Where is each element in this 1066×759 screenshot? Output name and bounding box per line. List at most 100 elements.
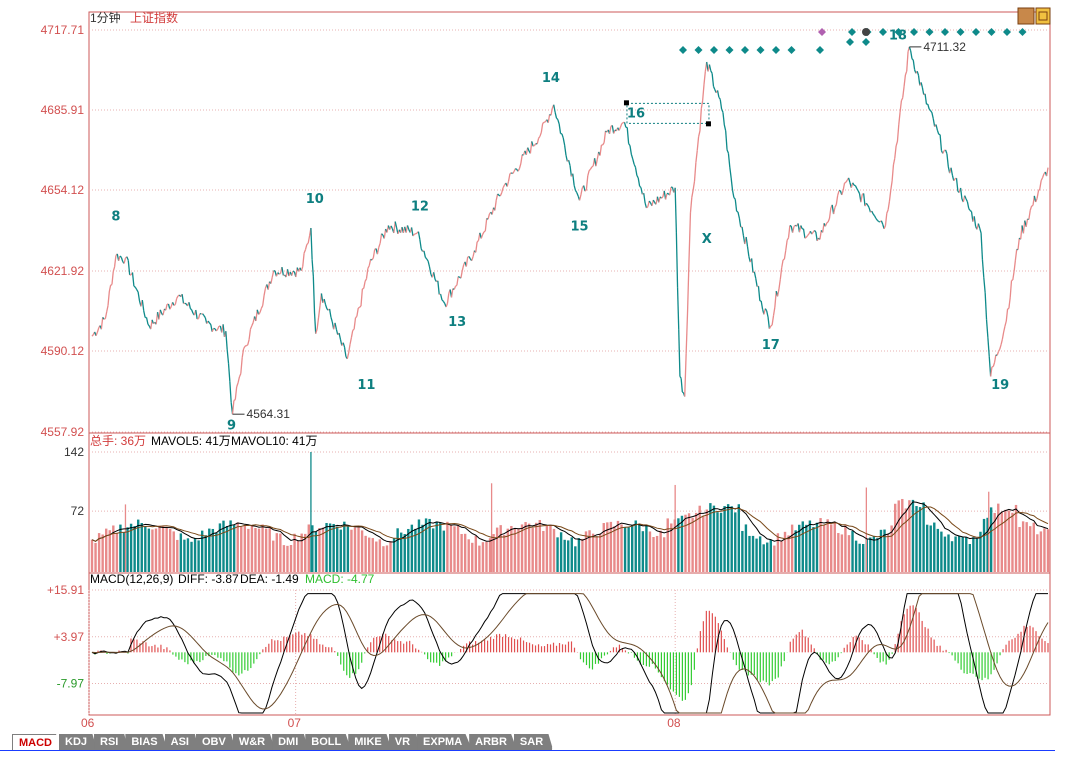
volume-bar [634, 520, 637, 572]
price-tick-label: 4717.71 [41, 23, 85, 37]
price-segment [689, 197, 693, 213]
price-segment [875, 217, 878, 221]
macd-diff: DIFF: -3.87 [178, 572, 239, 586]
tab-vr[interactable]: VR [388, 734, 421, 750]
tab-expma[interactable]: EXPMA [417, 734, 473, 750]
price-segment [730, 177, 734, 191]
price-segment [783, 250, 787, 260]
volume-bar [250, 526, 254, 572]
price-segment [326, 308, 329, 311]
price-segment [778, 279, 781, 290]
volume-bar [570, 537, 573, 572]
price-segment [917, 75, 921, 86]
signal-diamond [941, 28, 949, 36]
price-segment [562, 137, 566, 146]
tab-dmi[interactable]: DMI [272, 734, 309, 750]
selection-box [626, 102, 710, 124]
price-segment [772, 307, 776, 316]
price-segment [165, 304, 168, 311]
price-segment [563, 145, 567, 156]
tab-obv[interactable]: OBV [195, 734, 236, 750]
volume-bar [478, 545, 481, 572]
volume-bar [382, 546, 385, 572]
price-segment [753, 271, 757, 279]
volume-bar [726, 504, 730, 572]
price-segment [484, 218, 488, 232]
price-segment [658, 196, 661, 203]
tab-wr[interactable]: W&R [232, 734, 276, 750]
volume-bar [264, 528, 268, 572]
price-segment [162, 308, 166, 316]
price-segment [757, 286, 761, 301]
price-segment [343, 347, 347, 357]
price-segment [150, 319, 153, 330]
volume-bar [780, 541, 783, 572]
volume-bar [712, 505, 716, 572]
signal-diamond [846, 38, 854, 46]
price-segment [497, 193, 500, 196]
volume-bar [659, 530, 662, 572]
signal-diamond [879, 28, 887, 36]
volume-bar [549, 524, 552, 572]
wave-label-X: X [702, 232, 712, 247]
tab-macd[interactable]: MACD [12, 734, 62, 750]
wave-labels: 8 9 10 11 12 13 14 15 16 X 17 18 19 [111, 28, 1009, 433]
price-segment [953, 178, 956, 182]
price-segment [1008, 297, 1011, 309]
volume-bar [392, 538, 396, 572]
volume-bar [229, 520, 232, 572]
tab-kdj[interactable]: KDJ [59, 734, 98, 750]
volume-bar [798, 524, 801, 572]
price-segment [415, 232, 418, 235]
price-segment [312, 276, 316, 313]
price-segment [540, 123, 544, 133]
price-segment [1004, 320, 1007, 327]
volume-bar [901, 498, 904, 572]
volume-bar [293, 533, 296, 572]
volume-bar [805, 524, 808, 572]
price-segment [441, 299, 444, 302]
volume-tick-label: 142 [64, 445, 84, 459]
tab-bias[interactable]: BIAS [125, 734, 168, 750]
volume-axis: 142 72 [64, 445, 84, 518]
price-segment [231, 400, 235, 415]
volume-bar [161, 526, 165, 572]
macd-dea: DEA: -1.49 [240, 572, 299, 586]
price-segment [539, 132, 542, 137]
tab-asi[interactable]: ASI [164, 734, 199, 750]
price-segment [558, 123, 562, 134]
price-series[interactable] [91, 46, 1049, 415]
price-segment [1031, 204, 1034, 207]
tab-arbr[interactable]: ARBR [469, 734, 517, 750]
volume-bar [826, 519, 829, 572]
volume-bar [616, 520, 620, 572]
tab-rsi[interactable]: RSI [94, 734, 129, 750]
extreme-value: 4564.31 [247, 407, 291, 421]
price-segment [557, 119, 560, 125]
volume-bar [499, 525, 502, 572]
price-segment [723, 124, 727, 132]
tab-boll[interactable]: BOLL [305, 734, 352, 750]
price-segment [222, 324, 226, 337]
volume-bar [336, 526, 339, 572]
price-segment [989, 366, 993, 377]
volume-bar [304, 533, 307, 572]
signal-diamond [772, 46, 780, 54]
volume-bar [709, 503, 712, 572]
price-segment [664, 193, 668, 200]
price-segment [307, 235, 311, 244]
tab-sar[interactable]: SAR [513, 734, 554, 750]
price-segment [844, 181, 847, 184]
price-segment [770, 324, 773, 327]
tab-mike[interactable]: MIKE [348, 734, 392, 750]
price-segment [390, 225, 394, 230]
volume-bar [385, 545, 389, 572]
price-segment [446, 293, 450, 304]
volume-bar [908, 500, 911, 572]
price-segment [406, 225, 410, 230]
price-segment [984, 292, 988, 320]
macd-tick-label: +3.97 [54, 630, 85, 644]
macd-tick-label: -7.97 [57, 677, 85, 691]
toolbar-icon[interactable] [1017, 7, 1051, 25]
price-segment [722, 112, 725, 125]
